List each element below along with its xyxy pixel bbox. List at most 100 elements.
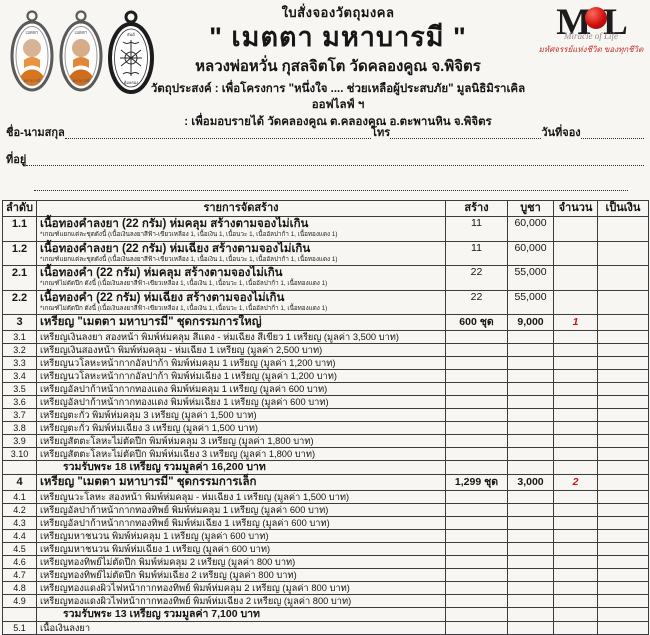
address-row-2 [34, 180, 628, 191]
table-row-3.8: 3.8 เหรียญตะกั่ว พิมพ์ห่มเฉียง 3 เหรียญ (… [2, 421, 649, 435]
table-row-summary: รวมรับพระ 13 เหรียญ รวมมูลค่า 7,100 บาท [2, 607, 649, 622]
purpose-line-2: : เพื่อมอบรายได้ วัดคลองคูณ ต.คลองคูณ อ.… [184, 116, 492, 129]
amount-cell [597, 529, 649, 543]
name-blank-line [64, 128, 372, 139]
price-cell [507, 516, 554, 530]
item-description: รวมรับพระ 13 เหรียญ รวมมูลค่า 7,100 บาท [36, 607, 446, 622]
foundation-logo: M L Miracle of Life มหัศจรรย์แห่งชีวิต ข… [537, 4, 645, 56]
made-count-cell [445, 607, 508, 622]
row-number: 3.8 [2, 421, 37, 435]
table-row-4.5: 4.5 เหรียญมหาชนวน พิมพ์ห่มเฉียง 1 เหรียญ … [2, 542, 649, 556]
row-number: 4 [2, 474, 37, 491]
made-count-cell: 22 [445, 289, 508, 315]
quantity-cell [553, 382, 598, 396]
name-phone-date-row: ชื่อ-นามสกุล โทร วันที่จอง [6, 127, 644, 139]
quantity-cell [553, 369, 598, 383]
item-description: เหรียญทองแดงผิวไฟหน้ากากทองทิพย์ พิมพ์ห่… [36, 594, 446, 608]
quantity-cell [553, 289, 598, 315]
item-description: เหรียญอัลปาก้าหน้ากากทองแดง พิมพ์ห่มเฉีย… [36, 395, 446, 409]
made-count-cell [445, 529, 508, 543]
made-count-cell [445, 395, 508, 409]
mol-logo-letters: M L [537, 4, 645, 41]
date-blank-line [580, 128, 644, 139]
row-number: 4.3 [2, 516, 37, 530]
amount-cell [597, 434, 649, 448]
made-count-cell [445, 555, 508, 569]
row-number [2, 607, 37, 622]
made-count-cell [445, 369, 508, 383]
table-row-4.7: 4.7 เหรียญทองทิพย์ไม่ตัดปีก พิมพ์ห่มเฉียง… [2, 568, 649, 582]
row-number: 3.9 [2, 434, 37, 448]
svg-text:มหาบารมี: มหาบารมี [72, 78, 89, 83]
table-row-1.1: 1.1 เนื้อทองคำลงยา (22 กรัม) ห่มคลุม สร้า… [2, 216, 649, 242]
header-titles: ใบสั่งจองวัตถุมงคล " เมตตา มหาบารมี " หล… [140, 2, 536, 131]
amount-cell [597, 607, 649, 622]
price-cell [507, 395, 554, 409]
table-row-5.1: 5.1 เนื้อเงินลงยา [2, 621, 649, 635]
form-title: ใบสั่งจองวัตถุมงคล [281, 5, 395, 20]
amount-cell [597, 369, 649, 383]
price-cell [507, 460, 554, 475]
row-number: 3.5 [2, 382, 37, 396]
purpose-line-1: วัตถุประสงค์: เพื่อโครงการ "หนึ่งใจ ....… [140, 81, 536, 114]
column-header-4: จำนวน [553, 200, 598, 217]
column-header-5: เป็นเงิน [597, 200, 649, 217]
item-description: เหรียญมหาชนวน พิมพ์ห่มเฉียง 1 เหรียญ (มู… [36, 542, 446, 556]
quantity-cell [553, 516, 598, 530]
amount-cell [597, 542, 649, 556]
table-row-3.6: 3.6 เหรียญอัลปาก้าหน้ากากทองแดง พิมพ์ห่มเ… [2, 395, 649, 409]
table-row-4.8: 4.8 เหรียญทองแดงผิวไฟหน้ากากทองทิพย์ พิมพ… [2, 581, 649, 595]
table-row-4: 4 เหรียญ "เมตตา มหาบารมี" ชุดกรรมการเล็ก 1… [2, 474, 649, 491]
row-number: 2.1 [2, 265, 37, 291]
phone-blank-line [390, 128, 542, 139]
table-row-3.9: 3.9 เหรียญสัตตะโลหะไม่ตัดปีก พิมพ์ห่มคลุม… [2, 434, 649, 448]
item-description: เนื้อทองคำ (22 กรัม) ห่มคลุม สร้างตามจอง… [36, 265, 446, 291]
table-row-3.2: 3.2 เหรียญเงินสองหน้า พิมพ์ห่มคลุม - ห่มเ… [2, 343, 649, 357]
quantity-cell [553, 447, 598, 461]
item-description: เหรียญ "เมตตา มหาบารมี" ชุดกรรมการเล็ก [36, 474, 446, 491]
monk-amulet-front-image: เมตตา มหาบารมี [10, 10, 54, 92]
table-row-3.5: 3.5 เหรียญอัลปาก้าหน้ากากทองแดง พิมพ์ห่มค… [2, 382, 649, 396]
price-cell [507, 503, 554, 517]
price-cell [507, 356, 554, 370]
main-title: " เมตตา มหาบารมี " [209, 22, 467, 52]
quantity-cell [553, 240, 598, 266]
item-note: *เกณฑ์แยกแต่ละชุดดังนี้ (เนื้อเงินลงยาสี… [40, 255, 338, 263]
price-cell [507, 330, 554, 344]
column-header-2: สร้าง [445, 200, 508, 217]
quantity-cell [553, 529, 598, 543]
price-cell [507, 607, 554, 622]
row-number: 3.7 [2, 408, 37, 422]
price-cell [507, 343, 554, 357]
price-cell: 55,000 [507, 265, 554, 291]
table-row-1.2: 1.2 เนื้อทองคำลงยา (22 กรัม) ห่มเฉียง สร้… [2, 240, 649, 266]
item-description: เหรียญสัตตะโลหะไม่ตัดปีก พิมพ์ห่มเฉียง 3… [36, 447, 446, 461]
row-number: 3.10 [2, 447, 37, 461]
row-number: 4.5 [2, 542, 37, 556]
price-cell [507, 490, 554, 504]
quantity-cell [553, 408, 598, 422]
table-row-4.3: 4.3 เหรียญอัลปาก้าหน้ากากทองทิพย์ พิมพ์ห่… [2, 516, 649, 530]
column-header-0: ลำดับ [2, 200, 37, 217]
amount-cell [597, 240, 649, 266]
row-number: 3.2 [2, 343, 37, 357]
table-row-3.3: 3.3 เหรียญนวโลหะหน้ากากอัลปาก้า พิมพ์ห่มค… [2, 356, 649, 370]
row-number: 4.2 [2, 503, 37, 517]
row-number: 3 [2, 314, 37, 331]
amount-cell [597, 330, 649, 344]
subtitle-monk-temple: หลวงพ่อหวั่น กุสลจิตโต วัดคลองคูณ จ.พิจิ… [195, 57, 481, 75]
address-blank-line [26, 155, 644, 166]
purpose-block: วัตถุประสงค์: เพื่อโครงการ "หนึ่งใจ ....… [140, 81, 536, 131]
item-description: เหรียญเงินสองหน้า พิมพ์ห่มคลุม - ห่มเฉีย… [36, 343, 446, 357]
item-description: เหรียญ "เมตตา มหาบารมี" ชุดกรรมการใหญ่ [36, 314, 446, 331]
table-row-3.1: 3.1 เหรียญเงินลงยา สองหน้า พิมพ์ห่มคลุม ส… [2, 330, 649, 344]
quantity-cell [553, 265, 598, 291]
item-description: เนื้อทองคำลงยา (22 กรัม) ห่มเฉียง สร้างต… [36, 240, 446, 266]
row-number: 4.1 [2, 490, 37, 504]
amount-cell [597, 289, 649, 315]
address-label: ที่อยู่ [6, 154, 27, 166]
item-title: เนื้อทองคำ (22 กรัม) ห่มเฉียง สร้างตามจอ… [40, 291, 285, 304]
table-row-4.1: 4.1 เหรียญนวะโลหะ สองหน้า พิมพ์ห่มคลุม - … [2, 490, 649, 504]
price-cell: 9,000 [507, 314, 554, 331]
